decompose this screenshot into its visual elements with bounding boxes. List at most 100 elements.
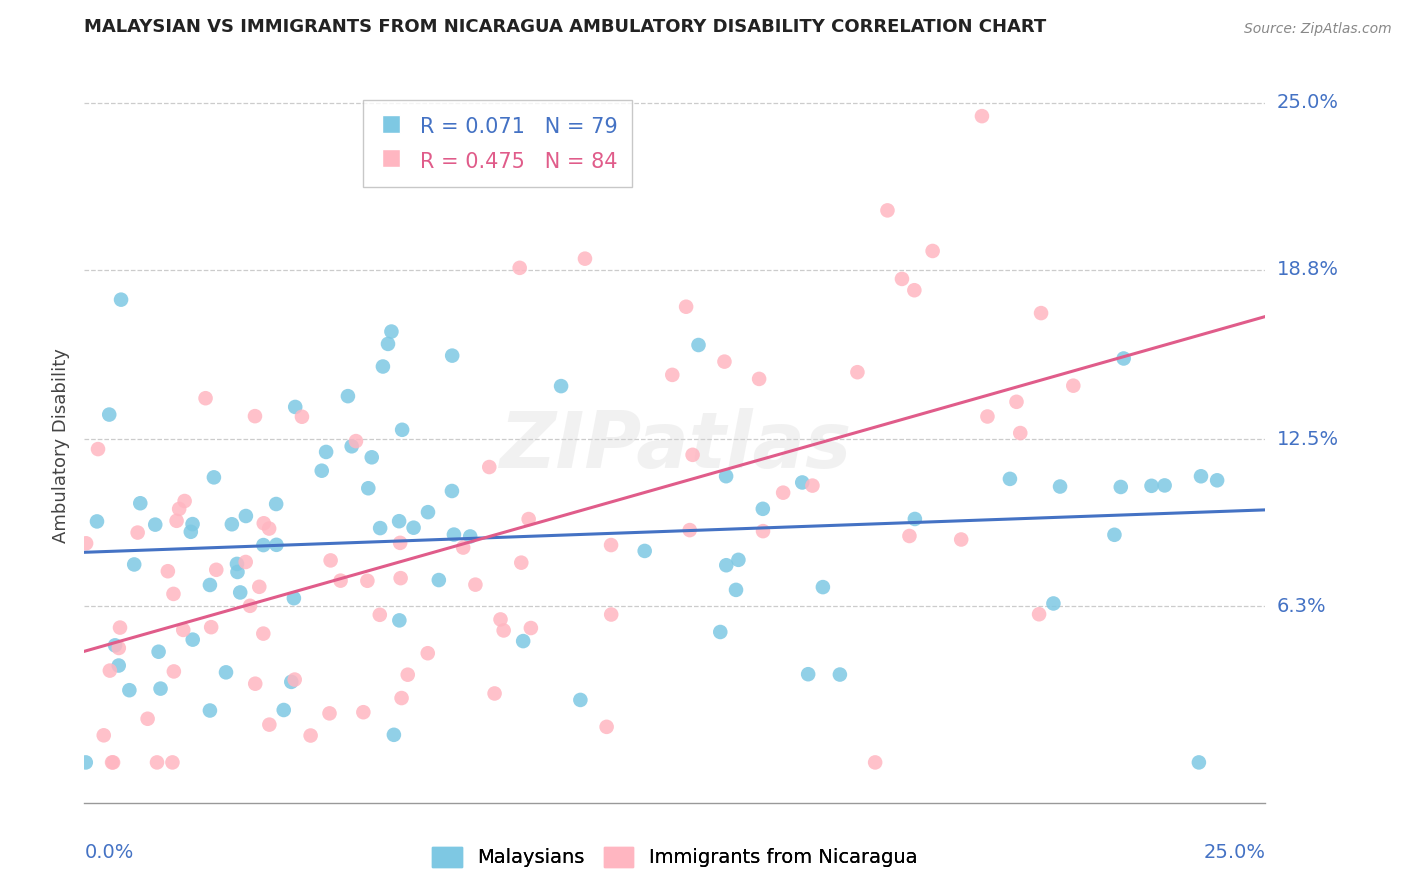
Point — [1206, 473, 1229, 487]
Point — [252, 538, 274, 552]
Point — [252, 626, 274, 640]
Point — [198, 578, 221, 592]
Point — [264, 497, 287, 511]
Point — [98, 664, 121, 678]
Point — [266, 538, 288, 552]
Point — [235, 508, 257, 523]
Point — [595, 720, 617, 734]
Point — [904, 512, 927, 526]
Point — [600, 607, 623, 622]
Point — [898, 529, 921, 543]
Point — [229, 585, 252, 599]
Point — [122, 558, 145, 572]
Point — [1189, 469, 1212, 483]
Point — [344, 434, 367, 449]
Legend: Malaysians, Immigrants from Nicaragua: Malaysians, Immigrants from Nicaragua — [425, 839, 925, 875]
Point — [427, 573, 450, 587]
Point — [748, 372, 770, 386]
Point — [273, 703, 295, 717]
Text: 25.0%: 25.0% — [1204, 843, 1265, 862]
Point — [443, 527, 465, 541]
Point — [291, 409, 314, 424]
Point — [416, 646, 439, 660]
Point — [101, 756, 124, 770]
Point — [402, 521, 425, 535]
Point — [388, 613, 411, 627]
Point — [162, 756, 184, 770]
Point — [180, 524, 202, 539]
Point — [492, 624, 515, 638]
Point — [87, 442, 110, 456]
Point — [243, 409, 266, 424]
Point — [574, 252, 596, 266]
Point — [284, 400, 307, 414]
Point — [863, 756, 886, 770]
Point — [389, 536, 412, 550]
Point — [389, 571, 412, 585]
Point — [484, 686, 506, 700]
Point — [360, 450, 382, 465]
Point — [1049, 479, 1071, 493]
Point — [1109, 480, 1132, 494]
Point — [709, 625, 731, 640]
Point — [245, 676, 267, 690]
Point — [714, 469, 737, 483]
Point — [166, 514, 188, 528]
Point — [682, 448, 704, 462]
Point — [127, 525, 149, 540]
Text: Source: ZipAtlas.com: Source: ZipAtlas.com — [1244, 22, 1392, 37]
Point — [416, 505, 439, 519]
Point — [215, 665, 238, 680]
Point — [221, 517, 243, 532]
Point — [101, 756, 124, 770]
Point — [129, 496, 152, 510]
Point — [146, 756, 169, 770]
Point — [600, 538, 623, 552]
Point — [478, 460, 501, 475]
Point — [156, 564, 179, 578]
Point — [1140, 479, 1163, 493]
Point — [510, 556, 533, 570]
Point — [315, 445, 337, 459]
Point — [1028, 607, 1050, 622]
Point — [318, 706, 340, 721]
Text: ZIPatlas: ZIPatlas — [499, 408, 851, 484]
Point — [797, 667, 820, 681]
Point — [716, 558, 738, 573]
Point — [163, 665, 186, 679]
Point — [194, 391, 217, 405]
Point — [239, 599, 262, 613]
Point — [713, 354, 735, 368]
Point — [143, 517, 166, 532]
Point — [368, 607, 391, 622]
Point — [801, 478, 824, 492]
Point — [336, 389, 359, 403]
Point — [200, 620, 222, 634]
Point — [675, 300, 697, 314]
Point — [382, 728, 405, 742]
Point — [377, 337, 399, 351]
Point — [93, 728, 115, 742]
Point — [311, 464, 333, 478]
Point — [391, 691, 413, 706]
Point — [104, 638, 127, 652]
Point — [388, 514, 411, 528]
Point — [162, 587, 184, 601]
Point — [569, 693, 592, 707]
Point — [107, 640, 129, 655]
Point — [752, 524, 775, 538]
Point — [247, 580, 270, 594]
Point — [329, 574, 352, 588]
Point — [357, 481, 380, 495]
Point — [108, 621, 131, 635]
Point — [205, 563, 228, 577]
Point — [110, 293, 132, 307]
Point — [257, 522, 280, 536]
Point — [1112, 351, 1135, 366]
Point — [284, 673, 307, 687]
Point — [226, 565, 249, 579]
Point — [107, 658, 129, 673]
Point — [371, 359, 394, 374]
Point — [679, 523, 702, 537]
Point — [172, 623, 194, 637]
